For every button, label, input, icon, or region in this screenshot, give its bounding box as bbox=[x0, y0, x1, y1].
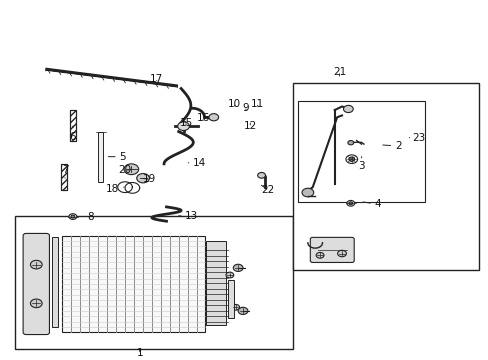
Text: 11: 11 bbox=[250, 99, 264, 109]
Circle shape bbox=[233, 264, 243, 271]
Text: 14: 14 bbox=[188, 158, 206, 168]
Circle shape bbox=[348, 202, 352, 205]
Circle shape bbox=[343, 105, 352, 113]
Text: 15: 15 bbox=[179, 118, 192, 127]
Circle shape bbox=[347, 140, 353, 145]
Circle shape bbox=[208, 114, 218, 121]
Text: 22: 22 bbox=[261, 185, 274, 195]
Text: 13: 13 bbox=[178, 211, 198, 221]
FancyBboxPatch shape bbox=[23, 233, 49, 334]
Text: 18: 18 bbox=[106, 184, 124, 194]
Circle shape bbox=[345, 155, 357, 163]
Text: 2: 2 bbox=[382, 141, 401, 151]
Circle shape bbox=[257, 172, 265, 178]
Circle shape bbox=[316, 252, 324, 258]
Bar bbox=[70, 110, 76, 141]
Circle shape bbox=[238, 307, 247, 315]
Circle shape bbox=[348, 157, 354, 161]
Text: 9: 9 bbox=[242, 103, 249, 113]
FancyBboxPatch shape bbox=[310, 237, 353, 262]
Circle shape bbox=[30, 260, 42, 269]
Bar bbox=[15, 216, 293, 348]
Text: 20: 20 bbox=[118, 165, 131, 175]
Bar bbox=[61, 164, 67, 190]
Bar bbox=[70, 110, 76, 141]
Text: 16: 16 bbox=[196, 113, 209, 123]
Circle shape bbox=[346, 201, 354, 206]
Text: 19: 19 bbox=[142, 174, 156, 184]
Text: 8: 8 bbox=[83, 212, 94, 221]
Bar bbox=[61, 164, 67, 190]
Circle shape bbox=[177, 122, 189, 131]
Circle shape bbox=[231, 305, 239, 310]
Text: 5: 5 bbox=[108, 152, 125, 162]
Circle shape bbox=[30, 299, 42, 308]
Bar bbox=[206, 241, 225, 325]
Text: 7: 7 bbox=[61, 165, 68, 178]
Text: 21: 21 bbox=[332, 67, 346, 77]
Bar bbox=[61, 235, 205, 332]
Bar bbox=[228, 280, 234, 318]
Bar bbox=[52, 237, 58, 327]
Bar bbox=[298, 101, 424, 202]
Bar bbox=[98, 132, 103, 182]
Text: 17: 17 bbox=[150, 74, 163, 84]
Circle shape bbox=[71, 215, 75, 218]
Circle shape bbox=[124, 164, 139, 175]
Circle shape bbox=[337, 250, 346, 257]
Text: 23: 23 bbox=[408, 133, 425, 143]
Text: 12: 12 bbox=[243, 121, 257, 131]
Bar bbox=[293, 83, 478, 270]
Circle shape bbox=[302, 188, 313, 197]
Circle shape bbox=[69, 214, 77, 220]
Text: 3: 3 bbox=[358, 157, 364, 171]
Text: 4: 4 bbox=[363, 199, 380, 210]
Text: 6: 6 bbox=[69, 126, 76, 142]
Circle shape bbox=[137, 174, 149, 183]
Text: 1: 1 bbox=[136, 348, 142, 358]
Text: 10: 10 bbox=[228, 99, 241, 109]
Circle shape bbox=[225, 272, 233, 278]
